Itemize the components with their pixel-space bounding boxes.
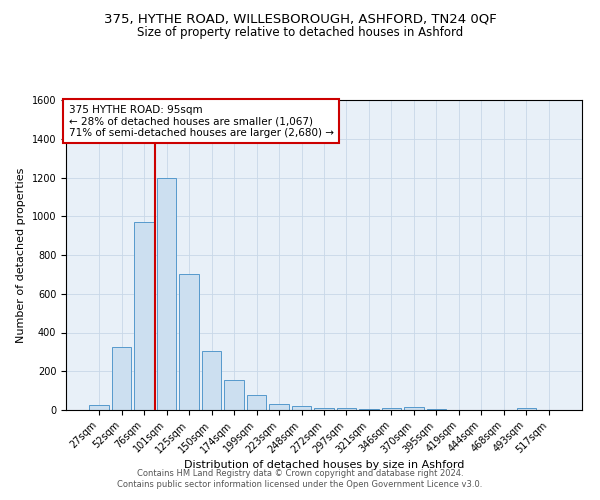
Y-axis label: Number of detached properties: Number of detached properties: [16, 168, 26, 342]
Text: Contains HM Land Registry data © Crown copyright and database right 2024.: Contains HM Land Registry data © Crown c…: [137, 468, 463, 477]
Bar: [247, 396, 266, 410]
Bar: [89, 405, 109, 410]
Bar: [517, 408, 536, 410]
Text: 375, HYTHE ROAD, WILLESBOROUGH, ASHFORD, TN24 0QF: 375, HYTHE ROAD, WILLESBOROUGH, ASHFORD,…: [104, 12, 496, 26]
Text: 375 HYTHE ROAD: 95sqm
← 28% of detached houses are smaller (1,067)
71% of semi-d: 375 HYTHE ROAD: 95sqm ← 28% of detached …: [68, 104, 334, 138]
Bar: [134, 222, 154, 410]
Bar: [202, 351, 221, 410]
X-axis label: Distribution of detached houses by size in Ashford: Distribution of detached houses by size …: [184, 460, 464, 470]
Bar: [224, 380, 244, 410]
Bar: [359, 409, 379, 410]
Text: Contains public sector information licensed under the Open Government Licence v3: Contains public sector information licen…: [118, 480, 482, 489]
Bar: [314, 408, 334, 410]
Bar: [269, 404, 289, 410]
Bar: [157, 178, 176, 410]
Bar: [382, 408, 401, 410]
Bar: [292, 406, 311, 410]
Bar: [179, 274, 199, 410]
Text: Size of property relative to detached houses in Ashford: Size of property relative to detached ho…: [137, 26, 463, 39]
Bar: [404, 407, 424, 410]
Bar: [337, 408, 356, 410]
Bar: [112, 347, 131, 410]
